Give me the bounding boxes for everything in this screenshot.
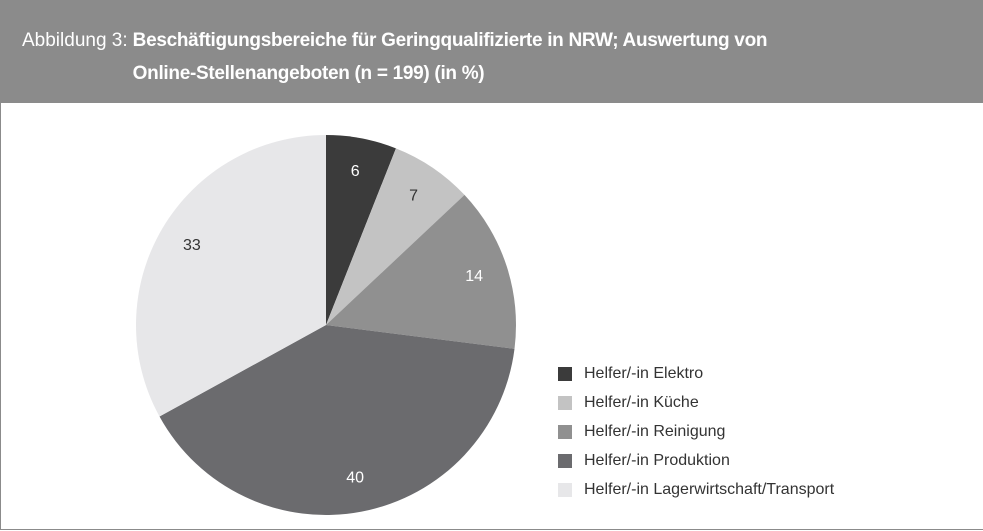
- data-label: 7: [409, 187, 418, 204]
- legend-label: Helfer/-in Reinigung: [584, 423, 725, 440]
- data-label: 6: [351, 163, 360, 180]
- legend-swatch: [558, 483, 572, 497]
- pie-slice: [135, 135, 326, 417]
- figure-label: Abbildung 3:: [22, 30, 128, 51]
- pie-slice: [326, 148, 465, 325]
- header: Abbildung 3: Beschäftigungsbereiche für G…: [0, 0, 983, 103]
- pie-slice: [326, 135, 396, 325]
- pie-slice: [159, 325, 515, 515]
- chart-title: Beschäftigungsbereiche für Geringqualifi…: [132, 30, 768, 84]
- legend-swatch: [558, 425, 572, 439]
- legend-label: Helfer/-in Elektro: [584, 365, 703, 382]
- legend-label: Helfer/-in Lagerwirtschaft/Transport: [584, 481, 835, 498]
- data-label: 14: [465, 268, 483, 285]
- chart-frame: [0, 103, 983, 530]
- pie-slice: [326, 194, 516, 349]
- data-label: 40: [346, 469, 364, 486]
- data-label: 33: [183, 237, 201, 254]
- legend-label: Helfer/-in Produktion: [584, 452, 730, 469]
- legend-swatch: [558, 454, 572, 468]
- legend-label: Helfer/-in Küche: [584, 394, 699, 411]
- legend-swatch: [558, 367, 572, 381]
- legend-swatch: [558, 396, 572, 410]
